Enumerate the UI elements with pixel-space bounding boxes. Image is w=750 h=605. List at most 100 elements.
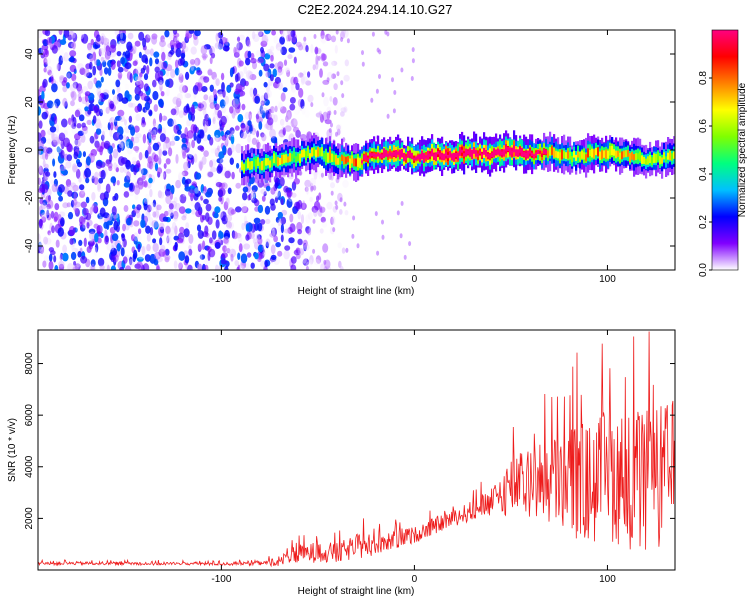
colorbar-gradient [711,29,739,271]
noise-blob [102,126,109,133]
noise-blob [250,262,255,269]
signal-cell [317,146,320,157]
signal-cell [367,157,370,162]
noise-blob [146,161,152,169]
noise-blob [110,122,114,131]
noise-blob [222,89,226,98]
noise-blob [168,147,173,157]
noise-blob [260,40,268,47]
noise-blob [167,209,174,217]
noise-blob [257,222,263,232]
noise-blob [165,70,170,77]
signal-cell [657,152,660,161]
snr-frame [37,329,676,571]
noise-blob [58,30,63,36]
noise-blob [38,47,44,54]
noise-blob [218,151,225,159]
noise-blob [159,226,165,234]
noise-blob [92,65,97,76]
noise-blob [310,43,314,54]
noise-blob [88,228,96,234]
noise-blob [265,185,271,192]
signal-cell [509,149,512,154]
noise-blob [148,133,152,144]
y-tick-label: 0 [24,147,35,153]
noise-blob [126,41,133,51]
noise-blob [162,216,169,222]
noise-blob [138,181,144,190]
noise-blob [303,70,306,76]
noise-blob [331,73,337,79]
noise-blob [80,201,88,209]
signal-cell [403,155,406,160]
signal-cell [291,153,294,162]
noise-blob [48,232,54,238]
signal-cell [447,154,450,159]
noise-blob [245,124,250,131]
noise-blob [160,244,166,253]
signal-cell [407,152,410,157]
noise-blob [158,79,163,88]
noise-blob [307,212,313,220]
noise-blob [264,53,271,60]
noise-blob [133,232,139,242]
noise-blob [291,86,296,93]
noise-blob [237,264,241,270]
signal-cell [251,161,254,170]
noise-blob [205,119,211,127]
signal-cell [381,154,384,158]
noise-blob [220,72,225,81]
noise-blob [255,233,261,243]
noise-blob [212,88,217,98]
noise-blob [47,152,55,160]
noise-blob [164,188,171,197]
noise-blob [391,77,394,83]
noise-blob [130,136,134,142]
noise-blob [371,31,375,37]
noise-blob [319,35,327,43]
noise-blob [126,171,131,181]
noise-blob [280,92,286,102]
noise-blob [60,165,65,175]
noise-blob [170,184,175,195]
noise-blob [119,115,126,123]
noise-blob [257,110,263,116]
noise-blob [297,67,301,75]
noise-blob [241,103,246,111]
noise-blob [231,130,235,138]
noise-blob [99,43,106,53]
noise-blob [249,74,257,81]
noise-blob [199,146,205,152]
noise-blob [174,225,178,236]
noise-blob [215,219,220,229]
noise-blob [132,60,138,67]
signal-cell [369,152,372,158]
noise-blob [260,46,264,54]
noise-blob [263,191,267,197]
noise-blob [400,201,404,206]
signal-cell [333,154,336,163]
noise-blob [54,265,59,270]
signal-cell [547,150,550,158]
colorbar-tick-label: 0.0 [698,263,709,277]
noise-blob [280,223,284,234]
noise-blob [286,34,290,42]
signal-cell [659,156,662,165]
noise-blob [332,97,338,106]
noise-blob [361,61,365,67]
noise-blob [117,66,124,73]
noise-blob [66,202,71,208]
noise-blob [77,87,84,94]
noise-blob [257,204,264,214]
signal-cell [555,150,558,158]
noise-blob [105,45,110,53]
signal-cell [469,150,472,154]
noise-blob [90,259,96,267]
noise-blob [283,59,288,66]
noise-blob [53,178,59,187]
noise-blob [273,235,278,243]
noise-blob [86,53,93,60]
noise-blob [46,138,53,145]
signal-cell [411,153,414,159]
noise-blob [64,101,68,109]
